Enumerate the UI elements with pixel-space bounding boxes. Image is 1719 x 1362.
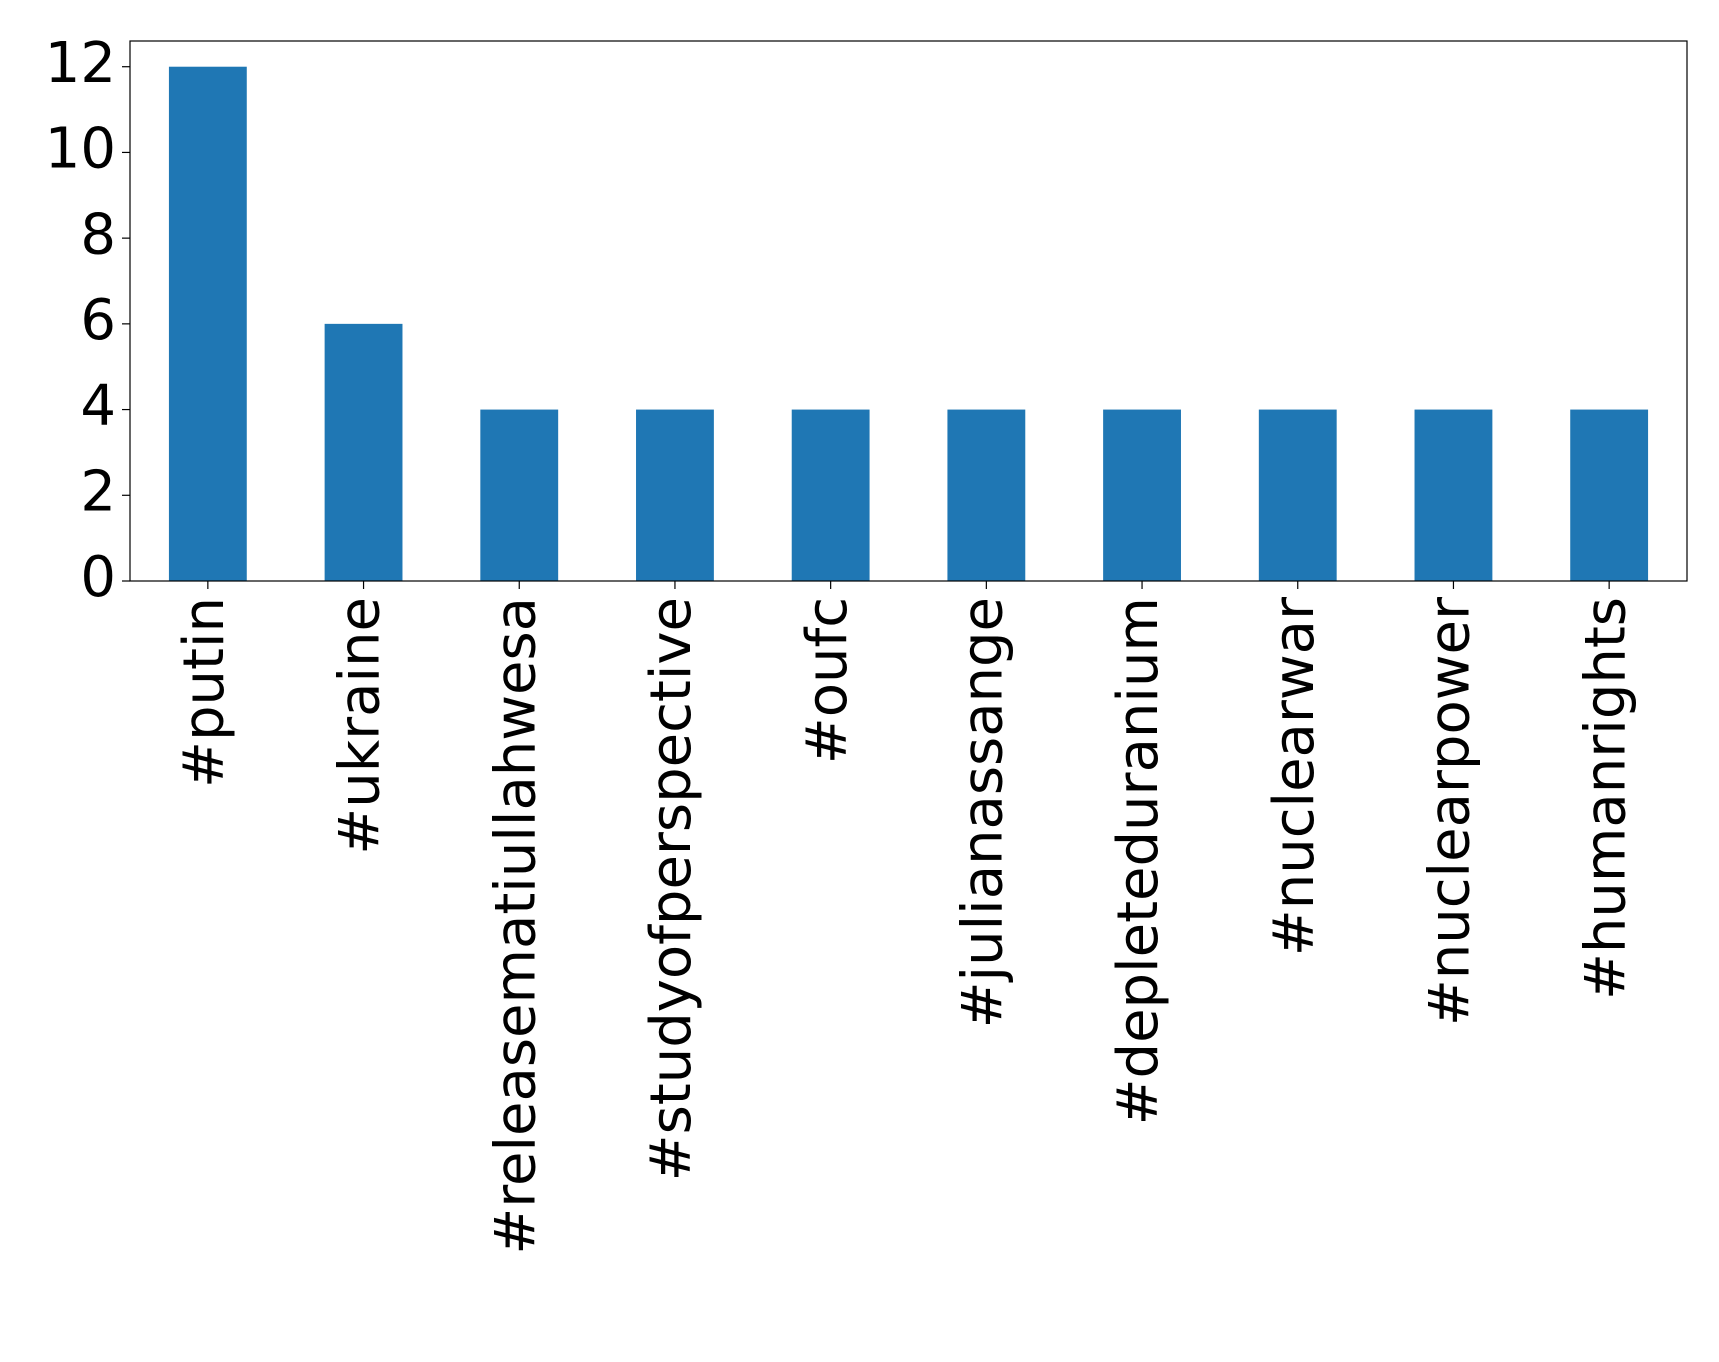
x-tick-label: #studyofperspective <box>639 597 704 1181</box>
plot-frame <box>129 40 1688 582</box>
y-tick-label: 4 <box>80 374 116 439</box>
y-tick-label: 6 <box>80 288 116 353</box>
x-tick-label: #nuclearpower <box>1418 596 1483 1026</box>
bar <box>168 66 247 581</box>
bar <box>1414 409 1493 581</box>
y-tick-label: 0 <box>80 545 116 610</box>
x-tick-label: #julianassange <box>950 597 1015 1028</box>
bar <box>1570 409 1649 581</box>
y-tick-label: 12 <box>45 31 116 96</box>
y-tick-label: 8 <box>80 202 116 267</box>
x-tick-label: #putin <box>172 597 237 788</box>
x-tick-label: #nuclearwar <box>1262 596 1327 956</box>
y-tick-label: 2 <box>80 459 116 524</box>
bar <box>791 409 870 581</box>
bar <box>480 409 559 581</box>
bar <box>636 409 714 581</box>
x-tick-label: #releasematiullahwesa <box>483 597 548 1255</box>
x-tick-label: #ukraine <box>328 597 393 855</box>
bar <box>1258 409 1337 581</box>
x-tick-label: #humanrights <box>1573 597 1638 1000</box>
x-tick-label: #depleteduranium <box>1106 597 1171 1125</box>
bar <box>1103 409 1181 581</box>
bar <box>947 409 1026 581</box>
x-tick-label: #oufc <box>795 597 860 764</box>
y-tick-label: 10 <box>45 117 116 182</box>
bar <box>324 323 403 581</box>
